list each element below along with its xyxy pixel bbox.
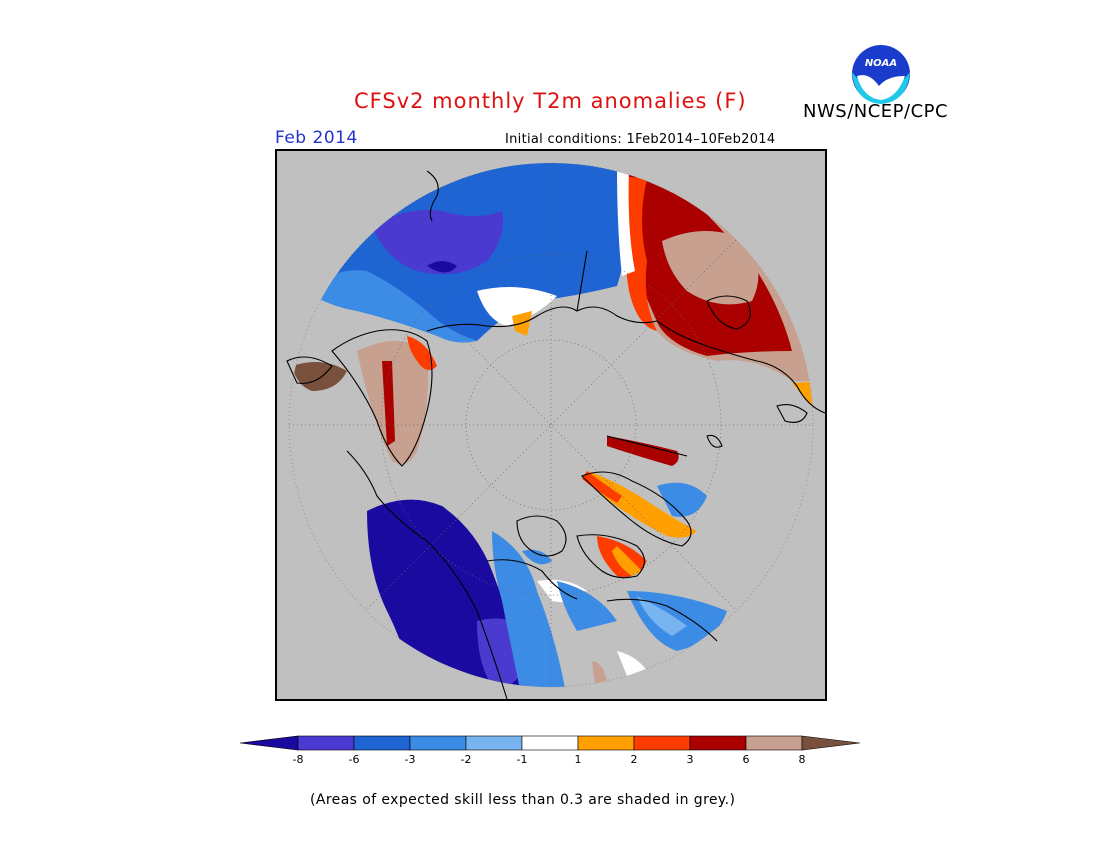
legend-tick-label: -2 (461, 753, 472, 766)
legend-swatch (521, 735, 579, 751)
legend-tick-label: 1 (575, 753, 582, 766)
legend-swatch-max-arrow (801, 735, 861, 751)
legend-swatches (239, 735, 861, 751)
legend-swatch-min-arrow (239, 735, 299, 751)
logo-text: NOAA (865, 58, 897, 69)
legend-tick-label: 6 (743, 753, 750, 766)
legend-swatch (353, 735, 411, 751)
legend-swatch (409, 735, 467, 751)
graticule (289, 163, 813, 687)
legend-swatch (745, 735, 803, 751)
legend-tick-label: -1 (517, 753, 528, 766)
legend-tick-label: -6 (349, 753, 360, 766)
legend-tick-label: 2 (631, 753, 638, 766)
initial-conditions: Initial conditions: 1Feb2014–10Feb2014 (505, 132, 776, 147)
legend-swatch (465, 735, 523, 751)
noaa-logo: NOAA (849, 42, 913, 106)
organization-label: NWS/NCEP/CPC (803, 101, 949, 122)
legend-tick-label: 3 (687, 753, 694, 766)
legend-tick-label: 8 (799, 753, 806, 766)
forecast-month: Feb 2014 (275, 128, 358, 148)
polar-map (275, 149, 827, 701)
color-legend: -8 -6 -3 -2 -1 1 2 3 6 8 (239, 733, 862, 777)
legend-swatch (689, 735, 747, 751)
legend-tick-label: -8 (293, 753, 304, 766)
chart-title: CFSv2 monthly T2m anomalies (F) (354, 89, 747, 113)
legend-swatch (577, 735, 635, 751)
legend-swatch (633, 735, 691, 751)
coastlines (286, 170, 825, 699)
legend-labels: -8 -6 -3 -2 -1 1 2 3 6 8 (293, 753, 806, 766)
legend-tick-label: -3 (405, 753, 416, 766)
skill-footnote: (Areas of expected skill less than 0.3 a… (310, 792, 736, 808)
legend-swatch (297, 735, 355, 751)
